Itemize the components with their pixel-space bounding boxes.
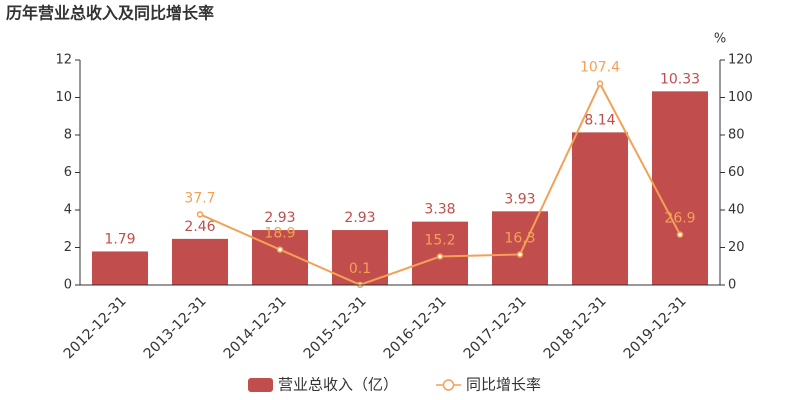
x-tick-label: 2012-12-31 [61, 293, 130, 362]
line-value-label: 15.2 [424, 233, 455, 249]
chart-title: 历年营业总收入及同比增长率 [6, 4, 214, 23]
y2-tick-label: 40 [728, 203, 745, 218]
line-value-label: 107.4 [580, 60, 620, 76]
x-tick-label: 2013-12-31 [141, 293, 210, 362]
line-value-label: 26.9 [664, 211, 695, 227]
x-tick-label: 2015-12-31 [301, 293, 370, 362]
y-tick-label: 6 [64, 165, 72, 180]
line-point [596, 80, 604, 87]
line-value-label: 18.9 [264, 226, 295, 242]
bar [572, 132, 628, 285]
bar-value-label: 1.79 [104, 231, 135, 247]
bar-value-label: 8.14 [584, 112, 615, 128]
legend-swatch [248, 378, 273, 392]
x-tick-label: 2019-12-31 [621, 293, 690, 362]
bar [652, 91, 708, 285]
x-tick-label: 2018-12-31 [541, 293, 610, 362]
y2-tick-label: 100 [728, 90, 753, 105]
y-tick-label: 8 [64, 128, 72, 143]
y-tick-label: 10 [55, 90, 72, 105]
y-tick-label: 4 [64, 203, 72, 218]
legend-label: 营业总收入（亿） [278, 376, 398, 394]
bar [92, 251, 148, 285]
line-point [516, 251, 524, 258]
bar-value-label: 2.93 [264, 210, 295, 226]
line-value-label: 0.1 [349, 261, 371, 277]
x-tick-label: 2017-12-31 [461, 293, 530, 362]
y-tick-label: 0 [64, 278, 72, 293]
bar [172, 238, 228, 285]
y2-tick-label: 0 [728, 278, 736, 293]
line-point [196, 211, 204, 218]
line-point [436, 253, 444, 260]
y2-tick-label: 80 [728, 128, 745, 143]
y2-tick-label: 60 [728, 165, 745, 180]
line-value-label: 16.3 [504, 230, 535, 246]
bar-value-label: 3.93 [504, 191, 535, 207]
legend-label: 同比增长率 [466, 376, 541, 394]
y-tick-label: 2 [64, 240, 72, 255]
x-tick-label: 2014-12-31 [221, 293, 290, 362]
bar-value-label: 3.38 [424, 202, 455, 218]
y2-tick-label: 120 [728, 53, 753, 68]
y2-axis-label: % [714, 32, 726, 47]
x-tick-label: 2016-12-31 [381, 293, 450, 362]
line-point [276, 246, 284, 253]
bar [492, 211, 548, 285]
y2-tick-label: 20 [728, 240, 745, 255]
line-value-label: 37.7 [184, 190, 215, 206]
line-point [676, 231, 684, 238]
bar-value-label: 10.33 [660, 71, 700, 87]
bar-value-label: 2.93 [344, 210, 375, 226]
bar-value-label: 2.46 [184, 219, 215, 235]
y-tick-label: 12 [55, 53, 72, 68]
legend-swatch-point [442, 379, 455, 391]
